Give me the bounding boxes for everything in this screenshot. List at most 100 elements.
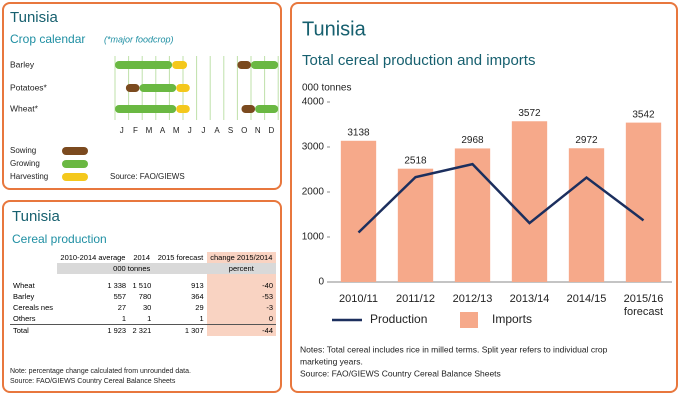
- legend-label: Sowing: [10, 146, 36, 155]
- data-row: Barley 557 780 364 -53: [10, 291, 276, 302]
- table-cell: 2 321: [132, 326, 152, 335]
- calendar-bar: [115, 105, 177, 113]
- calendar-bar: [172, 61, 188, 69]
- chart-title: Tunisia: [302, 18, 367, 40]
- calendar-bar: [115, 61, 173, 69]
- x-tick-label: 2010/11: [339, 293, 378, 305]
- data-row: Cereals nes 27 30 29 -3: [10, 302, 276, 313]
- calendar-title: Tunisia: [10, 9, 58, 26]
- table-note: Note: percentage change calculated from …: [10, 368, 191, 375]
- header-row: 2010-2014 average 2014 2015 forecast change…: [10, 252, 276, 263]
- chart-note: Notes: Total cereal includes rice in mil…: [300, 344, 608, 354]
- crop-name: Wheat*: [10, 103, 39, 113]
- table-cell: 780: [138, 292, 152, 301]
- calendar-bar: [237, 61, 251, 69]
- x-tick-label: 2012/13: [453, 293, 493, 305]
- table-cell: 913: [191, 281, 204, 290]
- month-label: N: [255, 126, 261, 135]
- bar: [568, 148, 605, 282]
- bar: [511, 121, 548, 282]
- data-label: 2968: [461, 135, 484, 146]
- bar: [625, 122, 662, 282]
- table-cell: Wheat: [13, 281, 35, 290]
- bar: [454, 148, 491, 282]
- x-tick-label: 2015/16 forecast: [624, 293, 664, 318]
- data-label: 3572: [518, 108, 541, 119]
- bar: [340, 140, 377, 282]
- calendar-bar: [139, 84, 177, 92]
- table-cell: [10, 263, 57, 274]
- calendar-bar: [251, 61, 279, 69]
- legend-label: Harvesting: [10, 172, 48, 181]
- table-cell: 1 307: [184, 326, 204, 335]
- calendar-bar: [176, 84, 190, 92]
- table-cell: -3: [206, 302, 276, 313]
- table-cell: 364: [191, 292, 204, 301]
- table-cell: 2014: [133, 253, 151, 262]
- month-label: O: [241, 126, 247, 135]
- month-label: J: [120, 126, 124, 135]
- table-cell: 1: [147, 314, 152, 323]
- month-label: M: [146, 126, 153, 135]
- cereal-table: 2010-2014 average 2014 2015 forecast change…: [10, 252, 276, 336]
- calendar-bar: [241, 105, 256, 113]
- month-label: S: [228, 126, 233, 135]
- calendar-source: Source: FAO/GIEWS: [110, 172, 185, 181]
- legend-swatch: [62, 147, 88, 155]
- chart-note: marketing years.: [300, 356, 363, 366]
- table-cell: 1: [121, 314, 127, 323]
- calendar-bar: [255, 105, 279, 113]
- legend-label: Imports: [492, 312, 532, 326]
- crop-name: Potatoes*: [10, 82, 48, 92]
- y-tick-label: 1000: [302, 232, 325, 243]
- table-cell: 0: [206, 313, 276, 325]
- data-row: Others 1 1 1 0: [10, 313, 276, 325]
- table-cell: 557: [113, 292, 127, 301]
- month-label: D: [269, 126, 275, 135]
- table-source: Source: FAO/GIEWS Country Cereal Balance…: [10, 378, 176, 385]
- legend-swatch: [62, 173, 88, 181]
- table-cell: 2010-2014 average: [60, 253, 126, 262]
- calendar-note: (*major foodcrop): [104, 34, 174, 44]
- month-label: F: [133, 126, 138, 135]
- y-tick-label: 3000: [302, 142, 325, 153]
- total-row: Total 1 923 2 321 1 307 -44: [10, 324, 276, 336]
- data-label: 3138: [347, 127, 370, 138]
- table-cell: change 2015/2014: [206, 252, 276, 263]
- table-cell: [10, 252, 57, 263]
- table-cell: Total: [13, 326, 29, 335]
- table-cell: 1 510: [132, 281, 152, 290]
- month-label: J: [201, 126, 205, 135]
- month-label: A: [160, 126, 166, 135]
- table-cell: 1 338: [107, 281, 127, 290]
- y-tick-label: 0: [318, 277, 324, 288]
- table-cell: percent: [206, 263, 276, 274]
- table-cell: Others: [13, 314, 36, 323]
- calendar-bar: [176, 105, 190, 113]
- month-label: J: [188, 126, 192, 135]
- x-tick-label: 2013/14: [510, 293, 550, 305]
- table-cell: Barley: [13, 292, 35, 301]
- legend-label: Production: [370, 312, 427, 326]
- chart: Tunisia Total cereal production and impor…: [300, 18, 672, 378]
- month-label: M: [173, 126, 180, 135]
- legend-label: Growing: [10, 159, 40, 168]
- y-axis-label: 000 tonnes: [302, 83, 352, 94]
- chart-note: Source: FAO/GIEWS Country Cereal Balance…: [300, 368, 501, 378]
- table-cell: -40: [206, 280, 276, 291]
- table-cell: 1: [199, 314, 204, 323]
- calendar-subtitle: Crop calendar: [10, 32, 85, 46]
- bar: [397, 168, 434, 282]
- table-cell: -44: [206, 324, 276, 336]
- table-title: Tunisia: [12, 208, 60, 225]
- table-cell: 29: [195, 303, 204, 312]
- legend-swatch: [62, 160, 88, 168]
- chart-panel: Tunisia Total cereal production and impor…: [290, 2, 678, 393]
- x-tick-label: 2014/15: [567, 293, 607, 305]
- chart-subtitle: Total cereal production and imports: [302, 52, 535, 69]
- table-subtitle: Cereal production: [12, 232, 107, 246]
- table-cell: 2015 forecast: [157, 253, 204, 262]
- legend-swatch: [460, 312, 478, 328]
- month-label: A: [214, 126, 220, 135]
